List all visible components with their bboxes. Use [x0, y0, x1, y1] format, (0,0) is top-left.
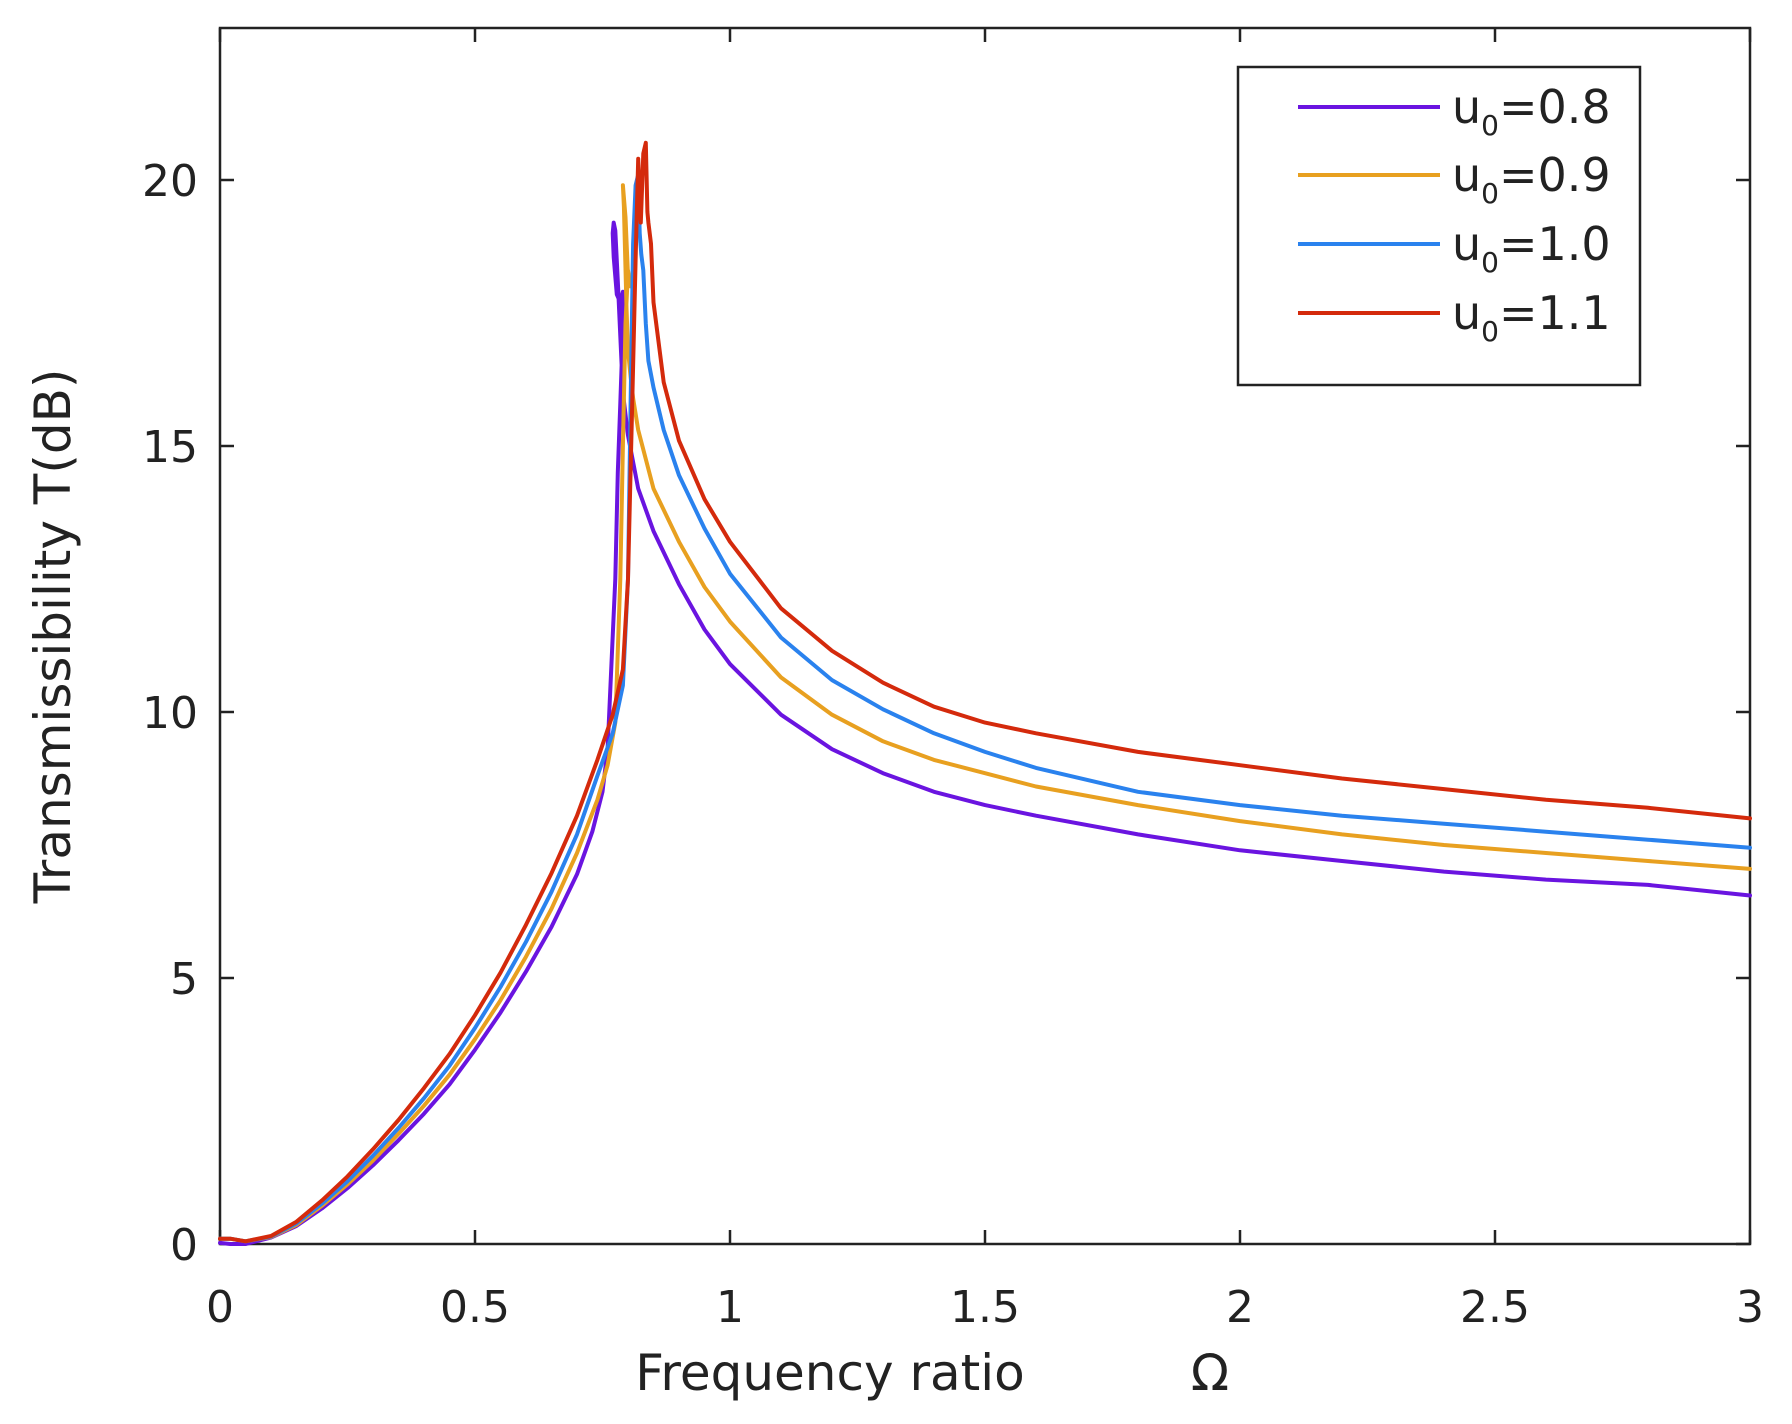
legend-label-2: u0=1.0	[1452, 217, 1611, 279]
y-axis-title: Transmissibility T(dB)	[24, 369, 82, 905]
x-tick-label-0: 0	[206, 1282, 234, 1333]
legend-label-subscript-3: 0	[1481, 315, 1499, 348]
legend-label-1: u0=0.9	[1452, 148, 1611, 210]
legend-label-value-2: =1.0	[1499, 217, 1611, 271]
legend-label-subscript-1: 0	[1481, 177, 1499, 210]
series-line-u0-0-9	[218, 183, 1752, 1244]
legend-label-value-0: =0.8	[1499, 80, 1611, 134]
legend-label-subscript-2: 0	[1481, 246, 1499, 279]
y-tick-label-4: 20	[142, 156, 198, 207]
legend-label-subscript-0: 0	[1481, 109, 1499, 142]
series-line-u0-1-1	[218, 140, 1752, 1244]
legend-label-value-3: =1.1	[1499, 286, 1611, 340]
y-tick-label-0: 0	[170, 1220, 198, 1271]
x-tick-label-2: 1	[716, 1282, 744, 1333]
x-axis-omega-symbol: Ω	[1191, 1344, 1229, 1402]
legend-label-value-1: =0.9	[1499, 148, 1611, 202]
y-tick-label-3: 15	[142, 422, 198, 473]
data-series-group	[218, 140, 1752, 1246]
x-axis-title: Frequency ratio	[635, 1344, 1024, 1402]
legend: u0=0.8u0=0.9u0=1.0u0=1.1	[1236, 65, 1642, 387]
legend-label-base-0: u	[1452, 80, 1481, 134]
x-tick-label-4: 2	[1226, 1282, 1254, 1333]
x-tick-label-6: 3	[1736, 1282, 1764, 1333]
axis-ticks	[218, 28, 1752, 1246]
legend-label-base-3: u	[1452, 286, 1481, 340]
legend-box	[1236, 65, 1642, 387]
y-tick-label-1: 5	[170, 954, 198, 1005]
x-tick-label-1: 0.5	[440, 1282, 510, 1333]
legend-label-base-1: u	[1452, 148, 1481, 202]
x-tick-label-5: 2.5	[1460, 1282, 1530, 1333]
y-tick-label-2: 10	[142, 688, 198, 739]
series-line-u0-0-8	[218, 220, 1752, 1246]
legend-label-0: u0=0.8	[1452, 80, 1611, 142]
legend-label-base-2: u	[1452, 217, 1481, 271]
legend-label-3: u0=1.1	[1452, 286, 1611, 348]
x-tick-label-3: 1.5	[950, 1282, 1020, 1333]
axis-tick-labels: 0 0.5 1 1.5 2 2.5 3 0 5 10 15 20	[142, 156, 1764, 1333]
